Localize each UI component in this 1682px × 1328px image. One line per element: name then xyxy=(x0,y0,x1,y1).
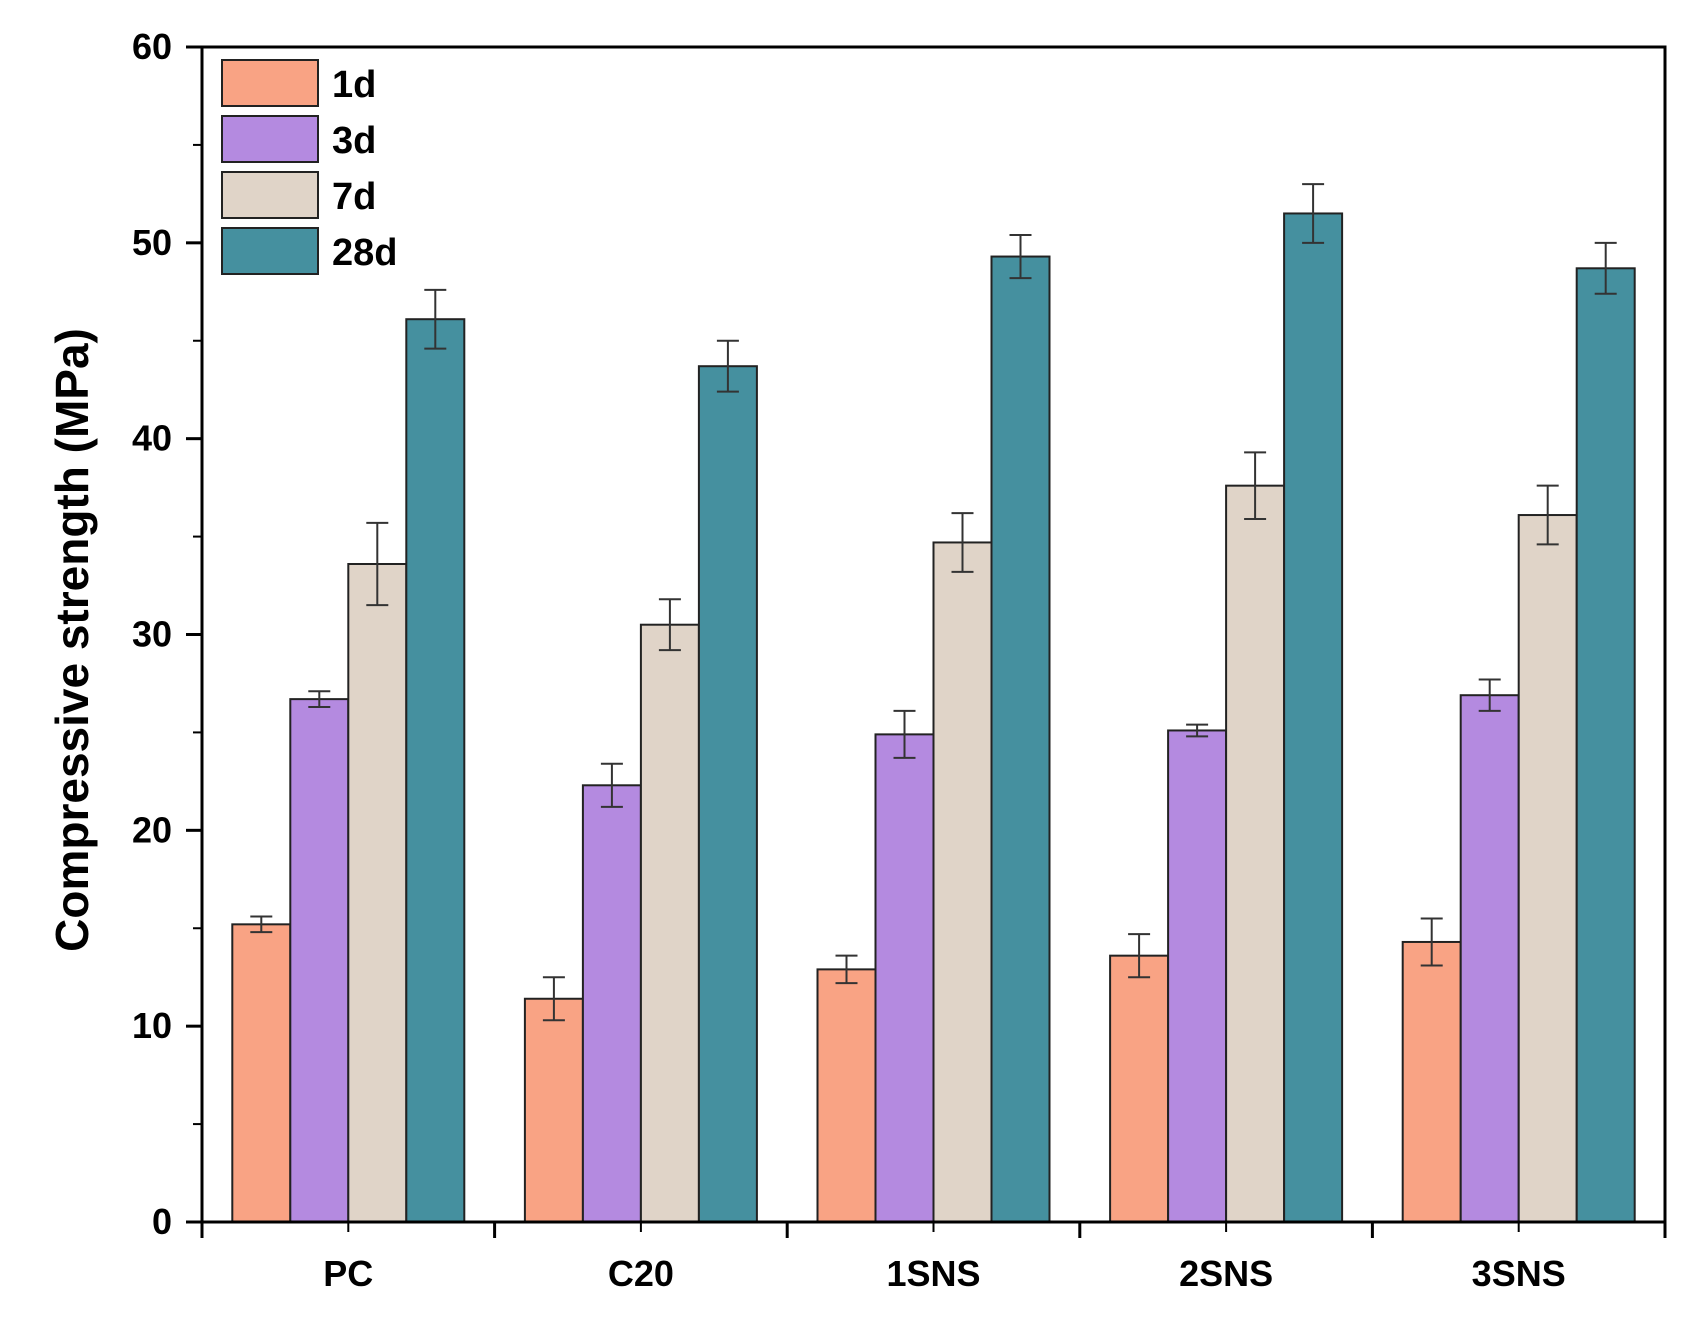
legend-swatch xyxy=(221,115,319,163)
x-tick-label-C20: C20 xyxy=(608,1253,674,1294)
x-tick-label-3SNS: 3SNS xyxy=(1472,1253,1566,1294)
legend-swatch xyxy=(221,59,319,107)
error-bar-3d-2SNS xyxy=(1186,723,1209,738)
bar-1d-C20 xyxy=(523,997,584,1223)
y-tick-label: 0 xyxy=(152,1201,172,1242)
error-bar-28d-3SNS xyxy=(1594,241,1617,295)
legend-label: 7d xyxy=(332,176,376,218)
bar-7d-3SNS xyxy=(1517,514,1578,1223)
legend-swatch xyxy=(221,227,319,275)
error-bar-1d-C20 xyxy=(542,976,565,1022)
bar-28d-2SNS xyxy=(1283,212,1344,1224)
error-bar-7d-1SNS xyxy=(951,512,974,573)
error-bar-28d-1SNS xyxy=(1009,234,1032,280)
bar-1d-PC xyxy=(231,923,292,1223)
legend-label: 3d xyxy=(332,120,376,162)
bar-28d-1SNS xyxy=(990,255,1051,1223)
error-bar-1d-3SNS xyxy=(1420,917,1443,967)
bar-3d-1SNS xyxy=(874,733,935,1223)
y-tick-label: 40 xyxy=(132,418,172,459)
bar-1d-2SNS xyxy=(1109,954,1170,1224)
error-bar-28d-2SNS xyxy=(1302,183,1325,244)
y-tick-label: 20 xyxy=(132,809,172,850)
legend-item-28d: 28d xyxy=(221,227,397,275)
error-bars-layer xyxy=(250,183,1617,1022)
bar-28d-3SNS xyxy=(1575,267,1636,1223)
bar-3d-C20 xyxy=(581,784,642,1224)
bar-28d-PC xyxy=(405,318,466,1224)
legend-label: 1d xyxy=(332,64,376,106)
y-tick-label: 10 xyxy=(132,1005,172,1046)
y-tick-label: 30 xyxy=(132,614,172,655)
y-axis-title: Compressive strength (MPa) xyxy=(46,328,98,952)
bar-7d-PC xyxy=(347,563,408,1223)
bar-28d-C20 xyxy=(697,365,758,1224)
error-bar-28d-C20 xyxy=(716,339,739,393)
bar-7d-2SNS xyxy=(1225,484,1286,1223)
x-tick-label-1SNS: 1SNS xyxy=(886,1253,980,1294)
error-bar-3d-C20 xyxy=(600,762,623,808)
error-bar-28d-PC xyxy=(424,288,447,350)
bar-7d-C20 xyxy=(639,623,700,1223)
error-bar-1d-2SNS xyxy=(1128,933,1151,979)
x-tick-label-PC: PC xyxy=(323,1253,373,1294)
error-bar-7d-2SNS xyxy=(1244,451,1267,520)
error-bar-3d-1SNS xyxy=(893,709,916,759)
bars-layer xyxy=(231,212,1636,1224)
bar-1d-3SNS xyxy=(1401,940,1462,1223)
x-tick-label-2SNS: 2SNS xyxy=(1179,1253,1273,1294)
error-bar-1d-PC xyxy=(250,915,273,934)
error-bar-3d-3SNS xyxy=(1478,678,1501,712)
bar-3d-PC xyxy=(289,698,350,1223)
error-bar-3d-PC xyxy=(308,690,331,708)
y-tick-label: 50 xyxy=(132,222,172,263)
error-bar-7d-C20 xyxy=(658,598,681,652)
bar-7d-1SNS xyxy=(932,541,993,1223)
error-bar-1d-1SNS xyxy=(835,954,858,985)
legend-item-1d: 1d xyxy=(221,59,376,107)
bar-3d-2SNS xyxy=(1167,729,1228,1223)
bar-1d-1SNS xyxy=(816,968,877,1223)
legend-item-7d: 7d xyxy=(221,171,376,219)
ticks-layer: 0 10 20 30 40 50 60 PC C20 1SNS 2SNS 3SNS xyxy=(132,26,1667,1294)
y-tick-label: 60 xyxy=(132,26,172,67)
error-bar-7d-PC xyxy=(366,521,389,607)
legend-item-3d: 3d xyxy=(221,115,376,163)
error-bar-7d-3SNS xyxy=(1536,484,1559,546)
legend: 1d 3d 7d 28d xyxy=(221,59,397,275)
bar-3d-3SNS xyxy=(1459,694,1520,1223)
legend-label: 28d xyxy=(332,232,397,274)
legend-swatch xyxy=(221,171,319,219)
